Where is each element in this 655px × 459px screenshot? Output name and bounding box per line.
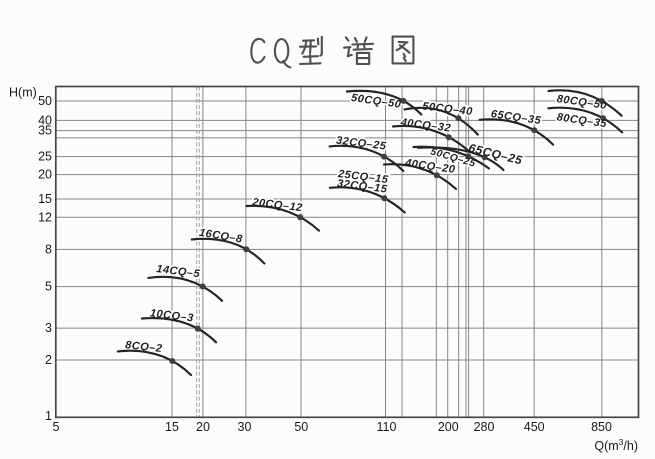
svg-text:14CQ–5: 14CQ–5 bbox=[156, 263, 201, 280]
svg-text:15: 15 bbox=[38, 192, 52, 206]
svg-text:40CQ–32: 40CQ–32 bbox=[399, 116, 452, 134]
svg-text:40: 40 bbox=[38, 113, 52, 127]
svg-text:15: 15 bbox=[165, 420, 179, 434]
svg-text:8CQ–2: 8CQ–2 bbox=[125, 339, 163, 355]
svg-text:5: 5 bbox=[45, 280, 52, 294]
svg-text:10CQ–3: 10CQ–3 bbox=[149, 307, 194, 324]
svg-text:2: 2 bbox=[45, 353, 52, 367]
svg-text:1: 1 bbox=[45, 409, 52, 423]
svg-text:200: 200 bbox=[438, 420, 459, 434]
svg-text:110: 110 bbox=[377, 420, 397, 434]
svg-text:10CQ–3: 10CQ–3 bbox=[149, 307, 194, 324]
svg-text:32CQ–25: 32CQ–25 bbox=[335, 135, 387, 153]
svg-text:30: 30 bbox=[238, 420, 252, 434]
svg-text:H(m): H(m) bbox=[9, 86, 37, 100]
svg-text:25: 25 bbox=[38, 150, 52, 164]
svg-text:20: 20 bbox=[38, 168, 52, 182]
svg-text:35: 35 bbox=[38, 124, 52, 138]
svg-text:850: 850 bbox=[591, 420, 612, 434]
svg-text:50: 50 bbox=[38, 94, 52, 108]
svg-text:8CQ–2: 8CQ–2 bbox=[125, 339, 163, 355]
svg-text:50: 50 bbox=[294, 420, 308, 434]
svg-text:12: 12 bbox=[38, 210, 52, 224]
svg-text:3: 3 bbox=[45, 321, 52, 335]
svg-text:80CQ–35: 80CQ–35 bbox=[556, 111, 608, 130]
svg-text:8: 8 bbox=[45, 242, 52, 256]
svg-text:50CQ–50: 50CQ–50 bbox=[350, 92, 402, 111]
svg-text:5: 5 bbox=[53, 420, 60, 434]
svg-text:Q(m3/h): Q(m3/h) bbox=[594, 437, 638, 453]
svg-text:50CQ–40: 50CQ–40 bbox=[422, 100, 474, 118]
svg-text:450: 450 bbox=[524, 420, 545, 434]
svg-text:280: 280 bbox=[474, 420, 495, 434]
svg-text:16CQ–8: 16CQ–8 bbox=[198, 227, 244, 246]
svg-text:20: 20 bbox=[196, 420, 210, 434]
